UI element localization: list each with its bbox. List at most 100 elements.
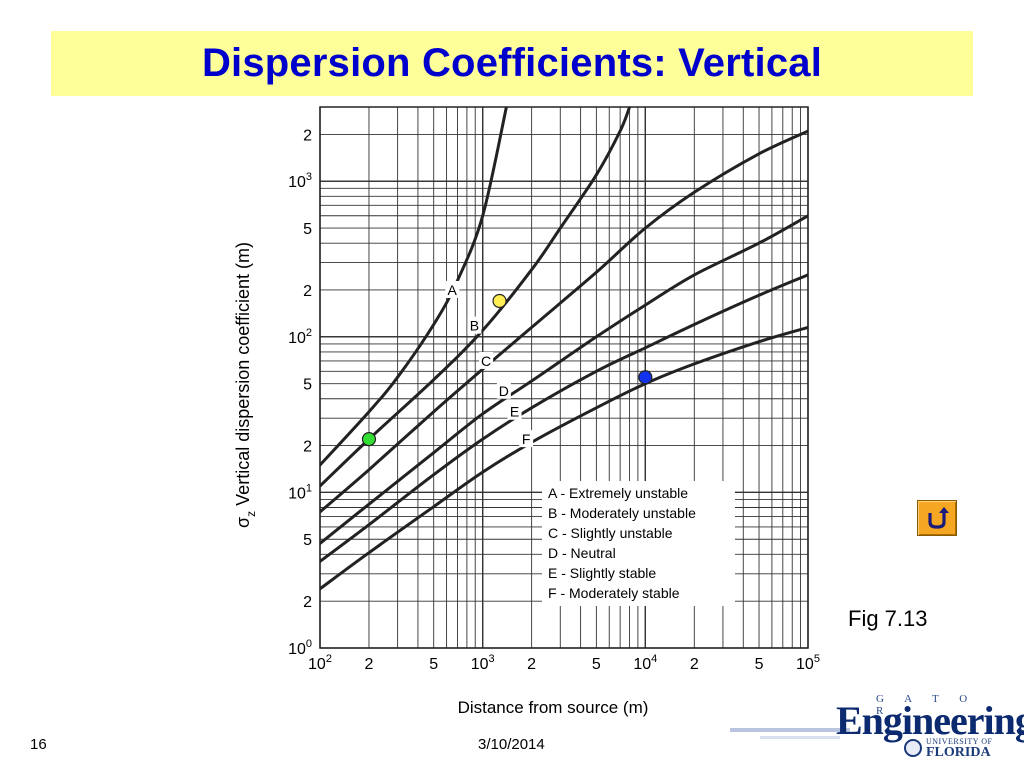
tick-exponent: 5 [814, 653, 820, 665]
legend-background [542, 481, 735, 606]
y-axis-label: σz Vertical dispersion coefficient (m) [233, 242, 258, 528]
tick-base: 5 [303, 221, 312, 238]
footer-decoration-thin [760, 736, 840, 739]
data-marker [638, 370, 653, 385]
x-tick-label: 2 [527, 656, 536, 673]
tick-base: 5 [303, 377, 312, 394]
curve-label-box [467, 316, 482, 334]
tick-exponent: 4 [651, 653, 657, 665]
figure-label: Fig 7.13 [848, 606, 928, 631]
curve-f [320, 325, 808, 591]
y-tick-label: 103 [288, 171, 312, 191]
tick-exponent: 3 [489, 653, 495, 665]
curve-label-box [496, 381, 511, 399]
tick-base: 2 [303, 594, 312, 611]
y-tick-label: 101 [288, 482, 312, 502]
curve-label-d: D [499, 383, 509, 399]
x-tick-label: 5 [755, 656, 764, 673]
curve-label-box [445, 280, 460, 298]
x-axis-label: Distance from source (m) [458, 698, 649, 717]
legend-entry: C - Slightly unstable [548, 525, 673, 541]
legend-entry: B - Moderately unstable [548, 505, 696, 521]
logo-engineering-text: Engineering [836, 698, 1024, 743]
tick-base: 5 [429, 656, 438, 673]
y-axis-text: Vertical dispersion coefficient (m) [233, 242, 253, 506]
tick-exponent: 3 [306, 171, 312, 183]
tick-base: 5 [755, 656, 764, 673]
y-tick-label: 2 [303, 594, 312, 611]
tick-base: 10 [288, 485, 306, 502]
curve-label-box [479, 351, 494, 369]
curve-label-a: A [448, 282, 458, 298]
x-tick-label: 5 [429, 656, 438, 673]
data-marker [361, 432, 377, 447]
x-tick-label: 5 [592, 656, 601, 673]
x-tick-label: 2 [690, 656, 699, 673]
tick-base: 2 [303, 283, 312, 300]
tick-base: 5 [592, 656, 601, 673]
tick-base: 10 [288, 174, 306, 191]
x-tick-label: 2 [365, 656, 374, 673]
tick-base: 2 [365, 656, 374, 673]
tick-base: 5 [303, 532, 312, 549]
y-axis-subscript: z [244, 511, 258, 517]
y-axis-sigma: σ [233, 517, 253, 528]
logo-florida-text: FLORIDA [926, 745, 991, 760]
tick-exponent: 2 [306, 327, 312, 339]
curve-label-b: B [470, 318, 479, 334]
x-tick-label: 103 [471, 653, 495, 673]
logo-gator-text: G A T O R [876, 693, 977, 717]
legend-entry: E - Slightly stable [548, 565, 656, 581]
university-seal-icon [904, 739, 922, 757]
y-tick-label: 5 [303, 221, 312, 238]
curve-label-c: C [481, 353, 491, 369]
x-tick-label: 104 [633, 653, 657, 673]
y-tick-label: 2 [303, 283, 312, 300]
plot-frame [319, 106, 809, 649]
return-arrow-icon [928, 507, 949, 529]
return-button[interactable] [917, 500, 957, 536]
tick-base: 2 [303, 439, 312, 456]
tick-base: 10 [288, 641, 306, 658]
tick-exponent: 2 [326, 653, 332, 665]
x-tick-label: 105 [796, 653, 820, 673]
data-marker [492, 293, 507, 309]
y-tick-label: 5 [303, 377, 312, 394]
y-tick-label: 5 [303, 532, 312, 549]
curves [320, 107, 808, 591]
tick-base: 2 [303, 127, 312, 144]
y-tick-label: 2 [303, 439, 312, 456]
tick-base: 10 [308, 656, 326, 673]
curve-label-box [507, 402, 522, 420]
tick-base: 2 [527, 656, 536, 673]
legend-entry: A - Extremely unstable [548, 485, 688, 501]
logo-university-text: UNIVERSITY OF [926, 737, 993, 746]
tick-base: 10 [633, 656, 651, 673]
title-bar: Dispersion Coefficients: Vertical [51, 31, 973, 96]
y-tick-label: 102 [288, 327, 312, 347]
slide-number: 16 [30, 736, 47, 753]
y-tick-label: 2 [303, 127, 312, 144]
tick-base: 2 [690, 656, 699, 673]
curve-b [320, 107, 632, 488]
tick-exponent: 1 [306, 482, 312, 494]
x-tick-label: 102 [308, 653, 332, 673]
footer-decoration [730, 728, 850, 732]
tick-exponent: 0 [306, 638, 312, 650]
curve-label-box [519, 430, 534, 448]
legend: A - Extremely unstable B - Moderately uns… [542, 481, 735, 606]
slide-date: 3/10/2014 [478, 736, 545, 753]
curve-a [320, 107, 508, 467]
y-tick-label: 100 [288, 638, 312, 658]
legend-entry: F - Moderately stable [548, 585, 680, 601]
tick-base: 10 [288, 330, 306, 347]
curve-e [320, 273, 808, 563]
legend-entry: D - Neutral [548, 545, 616, 561]
curve-label-e: E [510, 404, 519, 420]
curve-c [320, 129, 808, 514]
markers [361, 293, 653, 447]
tick-base: 10 [796, 656, 814, 673]
curve-d [320, 214, 808, 545]
